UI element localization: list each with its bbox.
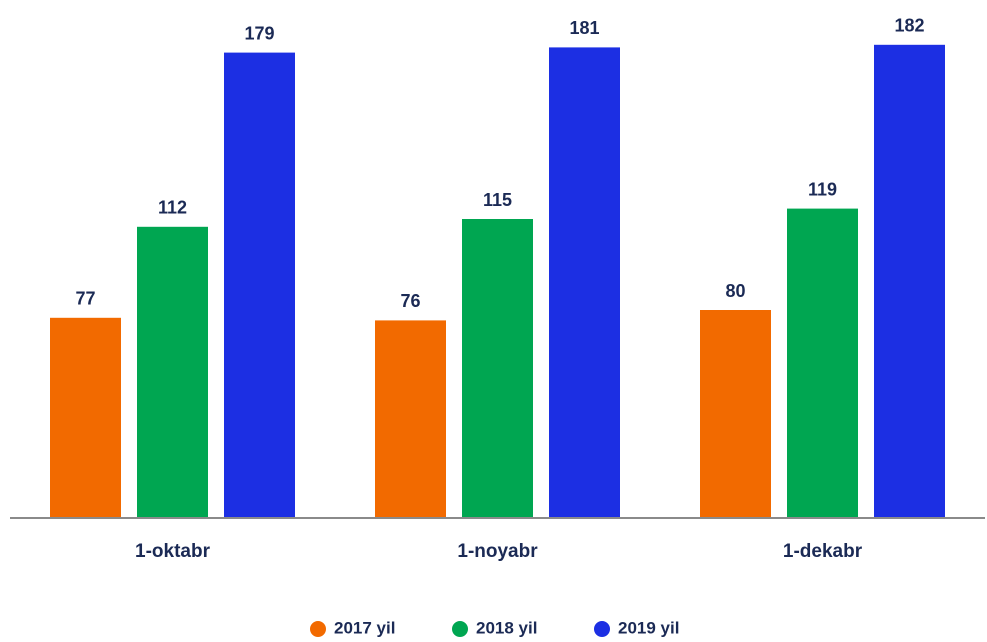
legend-label: 2017 yil [334, 618, 395, 637]
bar [549, 47, 620, 519]
value-label: 179 [244, 23, 274, 43]
x-tick-label: 1-oktabr [135, 541, 211, 562]
bar [700, 310, 771, 518]
value-label: 115 [483, 190, 512, 210]
value-label: 77 [75, 289, 95, 309]
legend-swatch [594, 621, 610, 637]
bar [224, 52, 295, 518]
bar [462, 219, 533, 518]
bar [50, 317, 121, 518]
bar [874, 44, 945, 519]
bar [375, 320, 446, 518]
legend-swatch [310, 621, 326, 637]
value-label: 181 [569, 18, 599, 38]
value-label: 182 [894, 16, 924, 36]
value-label: 76 [400, 291, 420, 311]
bar [137, 226, 208, 519]
x-tick-label: 1-noyabr [457, 541, 538, 562]
bar [787, 208, 858, 518]
value-label: 112 [158, 198, 187, 218]
x-tick-label: 1-dekabr [783, 541, 863, 562]
value-label: 80 [725, 281, 745, 301]
legend-swatch [452, 621, 468, 637]
value-label: 119 [808, 179, 837, 199]
legend-label: 2018 yil [476, 618, 537, 637]
legend-label: 2019 yil [618, 618, 679, 637]
